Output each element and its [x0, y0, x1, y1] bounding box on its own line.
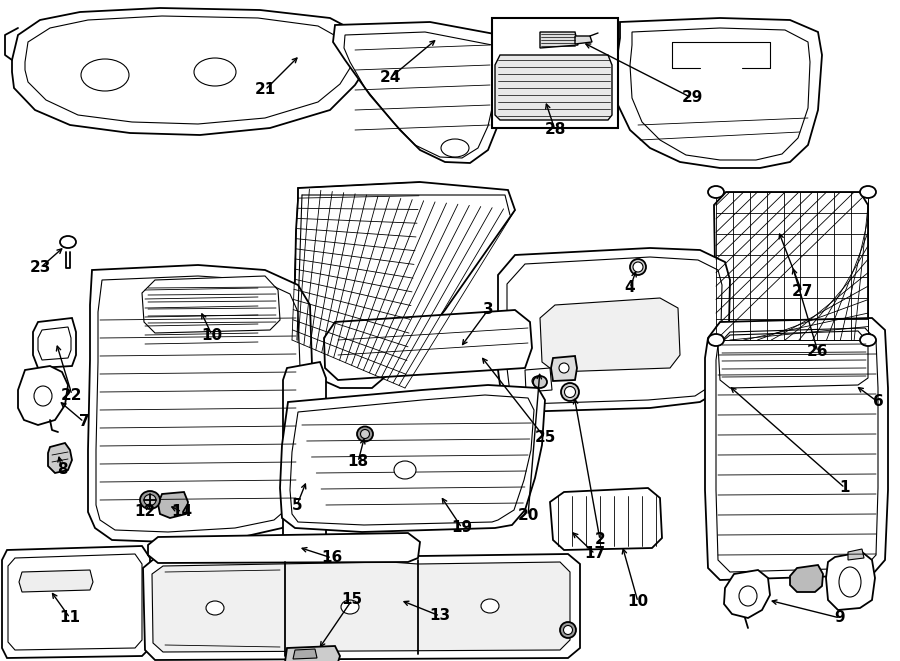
Polygon shape: [33, 318, 76, 368]
Ellipse shape: [839, 567, 861, 597]
Polygon shape: [492, 18, 618, 128]
Text: 27: 27: [791, 284, 813, 299]
Polygon shape: [498, 248, 730, 412]
Ellipse shape: [206, 601, 224, 615]
Polygon shape: [88, 265, 312, 542]
Ellipse shape: [564, 387, 575, 397]
Polygon shape: [12, 8, 368, 135]
Polygon shape: [138, 276, 262, 355]
Polygon shape: [2, 546, 150, 658]
Text: 13: 13: [429, 609, 451, 623]
Polygon shape: [333, 22, 510, 163]
Text: 24: 24: [379, 71, 400, 85]
Text: 17: 17: [584, 547, 606, 561]
Text: 7: 7: [78, 414, 89, 430]
Polygon shape: [540, 298, 680, 372]
Ellipse shape: [60, 236, 76, 248]
Text: 5: 5: [292, 498, 302, 512]
Text: 16: 16: [321, 551, 343, 566]
Text: 29: 29: [681, 91, 703, 106]
Text: 22: 22: [61, 387, 83, 403]
Polygon shape: [152, 562, 570, 652]
Text: 26: 26: [807, 344, 829, 360]
Polygon shape: [848, 549, 864, 560]
Polygon shape: [283, 362, 326, 555]
Polygon shape: [724, 570, 770, 618]
Text: 19: 19: [452, 520, 472, 535]
Text: 20: 20: [518, 508, 539, 524]
Text: 8: 8: [57, 463, 68, 477]
Polygon shape: [280, 385, 545, 532]
Text: 2: 2: [595, 533, 606, 547]
Polygon shape: [142, 276, 280, 333]
Polygon shape: [705, 318, 888, 580]
Ellipse shape: [739, 586, 757, 606]
Ellipse shape: [560, 622, 576, 638]
Ellipse shape: [140, 491, 160, 509]
Ellipse shape: [559, 363, 569, 373]
Text: 21: 21: [255, 83, 275, 98]
Ellipse shape: [708, 334, 724, 346]
Text: 3: 3: [482, 303, 493, 317]
Polygon shape: [551, 356, 577, 381]
Polygon shape: [18, 366, 68, 425]
Polygon shape: [292, 182, 515, 388]
Ellipse shape: [481, 599, 499, 613]
Polygon shape: [48, 443, 72, 473]
Ellipse shape: [533, 376, 547, 388]
Polygon shape: [285, 646, 340, 661]
Polygon shape: [826, 552, 875, 610]
Ellipse shape: [361, 430, 370, 438]
Ellipse shape: [394, 461, 416, 479]
Text: 10: 10: [202, 327, 222, 342]
Text: 4: 4: [625, 280, 635, 295]
Text: 23: 23: [30, 260, 50, 276]
Ellipse shape: [144, 494, 156, 506]
Polygon shape: [525, 368, 552, 392]
Ellipse shape: [441, 139, 469, 157]
Text: 9: 9: [834, 611, 845, 625]
Polygon shape: [495, 55, 612, 120]
Ellipse shape: [561, 383, 579, 401]
Polygon shape: [143, 554, 580, 660]
Polygon shape: [575, 36, 592, 44]
Ellipse shape: [341, 600, 359, 614]
Ellipse shape: [563, 625, 572, 635]
Text: 18: 18: [347, 455, 369, 469]
Text: 6: 6: [873, 395, 884, 410]
Text: 12: 12: [134, 504, 156, 520]
Polygon shape: [158, 492, 188, 518]
Polygon shape: [293, 649, 317, 659]
Ellipse shape: [81, 59, 129, 91]
Ellipse shape: [860, 186, 876, 198]
Text: 25: 25: [535, 430, 555, 446]
Polygon shape: [790, 565, 823, 592]
Text: 28: 28: [544, 122, 566, 137]
Text: 11: 11: [59, 611, 80, 625]
Polygon shape: [324, 310, 532, 380]
Ellipse shape: [532, 376, 544, 386]
Text: 15: 15: [341, 592, 363, 607]
Ellipse shape: [708, 186, 724, 198]
Ellipse shape: [34, 386, 52, 406]
Ellipse shape: [194, 58, 236, 86]
Polygon shape: [714, 192, 868, 340]
Ellipse shape: [630, 259, 646, 275]
Ellipse shape: [633, 262, 643, 272]
Text: 10: 10: [627, 594, 649, 609]
Ellipse shape: [357, 426, 373, 442]
Polygon shape: [19, 570, 93, 592]
Ellipse shape: [860, 334, 876, 346]
Polygon shape: [540, 32, 578, 48]
Polygon shape: [550, 488, 662, 550]
Text: 14: 14: [171, 504, 193, 520]
Polygon shape: [616, 18, 822, 168]
Polygon shape: [148, 533, 420, 563]
Text: 1: 1: [840, 481, 850, 496]
